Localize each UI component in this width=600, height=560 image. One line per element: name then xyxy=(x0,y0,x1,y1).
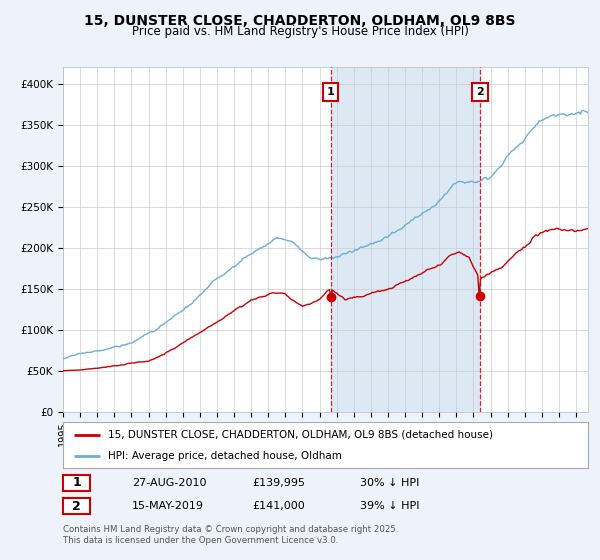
Text: Price paid vs. HM Land Registry's House Price Index (HPI): Price paid vs. HM Land Registry's House … xyxy=(131,25,469,38)
Text: 1: 1 xyxy=(327,87,335,97)
Text: £139,995: £139,995 xyxy=(252,478,305,488)
Text: 30% ↓ HPI: 30% ↓ HPI xyxy=(360,478,419,488)
Text: 39% ↓ HPI: 39% ↓ HPI xyxy=(360,501,419,511)
Text: 2: 2 xyxy=(476,87,484,97)
Text: £141,000: £141,000 xyxy=(252,501,305,511)
Text: HPI: Average price, detached house, Oldham: HPI: Average price, detached house, Oldh… xyxy=(107,451,341,461)
Text: 15, DUNSTER CLOSE, CHADDERTON, OLDHAM, OL9 8BS (detached house): 15, DUNSTER CLOSE, CHADDERTON, OLDHAM, O… xyxy=(107,430,493,440)
Text: 15, DUNSTER CLOSE, CHADDERTON, OLDHAM, OL9 8BS: 15, DUNSTER CLOSE, CHADDERTON, OLDHAM, O… xyxy=(84,14,516,28)
Bar xyxy=(331,67,480,412)
Text: 27-AUG-2010: 27-AUG-2010 xyxy=(132,478,206,488)
Text: 15-MAY-2019: 15-MAY-2019 xyxy=(132,501,204,511)
Text: 1: 1 xyxy=(72,476,81,489)
Text: 2: 2 xyxy=(72,500,81,513)
Text: Contains HM Land Registry data © Crown copyright and database right 2025.
This d: Contains HM Land Registry data © Crown c… xyxy=(63,525,398,545)
